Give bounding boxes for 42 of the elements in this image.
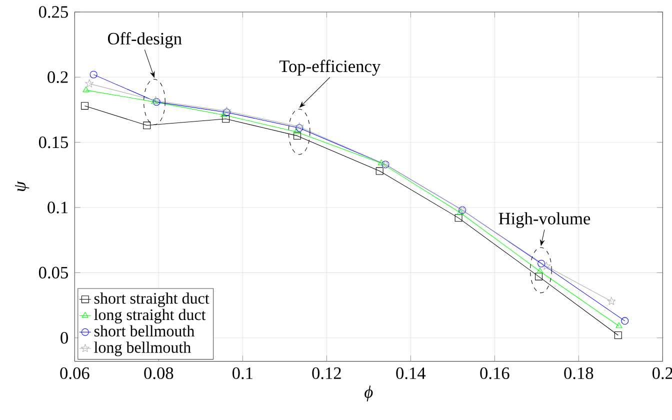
point	[293, 128, 300, 134]
point	[536, 268, 544, 274]
point	[82, 86, 90, 92]
point	[85, 79, 94, 88]
point	[81, 102, 88, 110]
point	[90, 70, 98, 78]
point	[456, 208, 464, 215]
point	[614, 332, 622, 339]
y-tick-label: 0.15	[38, 136, 68, 148]
legend-label: short straight duct	[94, 292, 210, 308]
point	[143, 122, 151, 130]
legend-label: short bellmouth	[94, 325, 194, 336]
x-axis-title: ϕ	[364, 386, 373, 402]
point	[607, 296, 616, 305]
x-tick-label: 0.16	[480, 367, 510, 380]
point	[222, 115, 230, 123]
y-tick-label: 0	[60, 332, 68, 344]
y-tick-label: 0.05	[38, 266, 68, 279]
annotation: Top-efficiency	[279, 60, 381, 76]
point	[616, 322, 622, 328]
x-tick-label: 0.08	[144, 367, 174, 380]
x-tick-label: 0.18	[564, 367, 594, 380]
point	[621, 317, 629, 325]
point	[376, 167, 384, 175]
x-tick-label: 0.1	[232, 367, 252, 380]
x-tick-label: 0.14	[396, 367, 426, 380]
point	[378, 159, 385, 166]
y-axis-title: ψ	[15, 181, 30, 192]
point	[542, 262, 551, 270]
x-tick-label: 0.06	[60, 367, 90, 380]
y-tick-label: 0.2	[48, 71, 68, 84]
point	[538, 260, 546, 268]
legend-label: long bellmouth	[94, 342, 191, 356]
annotation: Off-design	[108, 32, 182, 48]
y-tick-label: 0.25	[38, 6, 68, 18]
y-tick-label: 0.1	[48, 202, 68, 214]
point	[220, 111, 228, 117]
annotation: High-volume	[498, 212, 590, 228]
x-tick-label: 0.12	[312, 367, 341, 380]
legend-label: long straight duct	[94, 308, 206, 324]
point	[294, 132, 301, 140]
point	[454, 214, 462, 222]
